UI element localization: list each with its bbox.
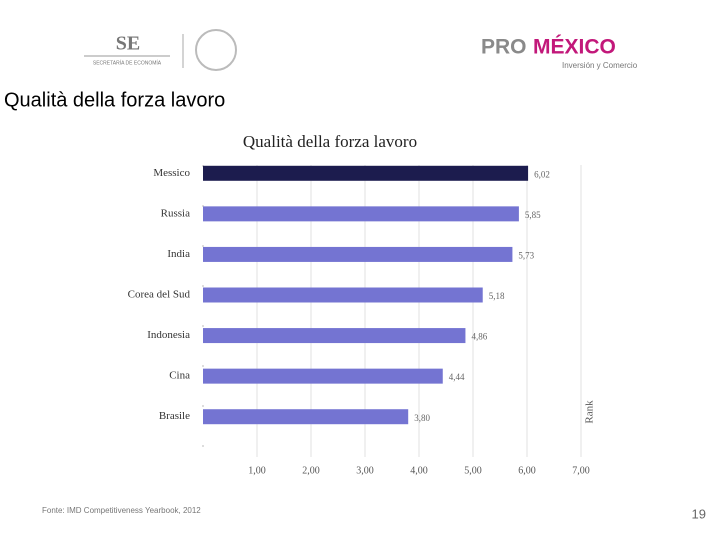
y-tick-label: Russia — [161, 207, 190, 219]
x-tick-label: 4,00 — [410, 465, 428, 476]
y-tick-label: Brasile — [159, 410, 190, 422]
promexico-subtitle: Inversión y Comercio — [562, 61, 638, 70]
x-tick-label: 7,00 — [572, 465, 590, 476]
bar — [203, 368, 443, 384]
y-tick-label: Indonesia — [147, 329, 190, 341]
x-tick-label: 3,00 — [356, 465, 374, 476]
y2-label: Rank — [584, 400, 596, 424]
promexico-pro: PRO — [481, 36, 527, 59]
promexico-mexico: MÉXICO — [533, 36, 616, 59]
y-tick-label: India — [167, 248, 190, 260]
x-tick-label: 2,00 — [302, 465, 320, 476]
slide-title: Qualità della forza lavoro — [4, 89, 225, 111]
bar — [203, 287, 483, 303]
y-tick-label: Messico — [153, 167, 190, 179]
value-label: 4,44 — [449, 372, 465, 382]
bar — [203, 246, 513, 262]
chart: 1,00 2,00 3,00 4,00 5,00 6,00 7,00 Messico 6,02 R… — [128, 165, 590, 476]
bar — [203, 409, 409, 425]
bar — [203, 206, 519, 222]
x-tick-label: 1,00 — [248, 465, 266, 476]
bar — [203, 328, 466, 344]
value-label: 5,85 — [525, 210, 541, 220]
value-label: 5,18 — [489, 291, 505, 301]
se-subtitle: SECRETARÍA DE ECONOMÍA — [93, 59, 162, 66]
value-label: 5,73 — [518, 250, 534, 260]
value-label: 6,02 — [534, 169, 550, 179]
seal — [195, 29, 237, 71]
value-label: 4,86 — [471, 332, 487, 342]
bar — [203, 165, 529, 181]
page-number: 19 — [692, 506, 706, 521]
source-note: Fonte: IMD Competitiveness Yearbook, 201… — [42, 506, 201, 515]
y-tick-label: Corea del Sud — [128, 289, 191, 301]
value-label: 3,80 — [414, 413, 430, 423]
x-tick-label: 5,00 — [464, 465, 482, 476]
y-tick-label: Cina — [169, 370, 190, 382]
se-logo: SE — [116, 33, 140, 55]
x-tick-label: 6,00 — [518, 465, 536, 476]
chart-title: Qualità della forza lavoro — [243, 132, 417, 151]
